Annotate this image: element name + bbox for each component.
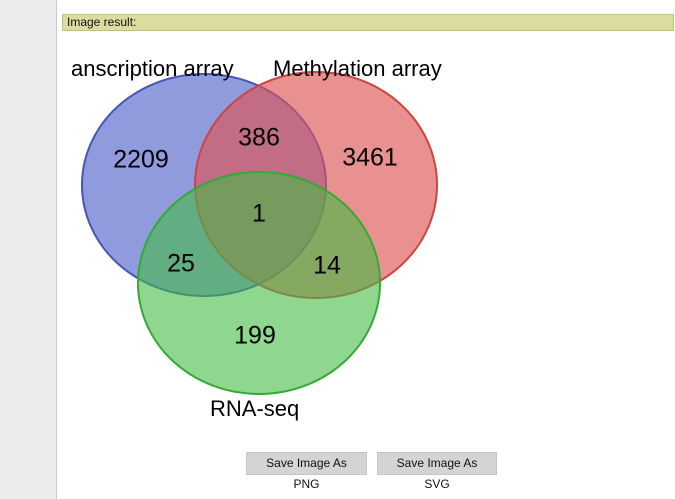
rna-seq-circle	[137, 171, 381, 395]
count-all-three: 1	[252, 199, 266, 228]
count-rnaseq-only: 199	[234, 321, 276, 350]
left-sidebar	[0, 0, 57, 499]
venn-diagram: anscription array Methylation array RNA-…	[60, 40, 480, 430]
save-image-svg-button[interactable]: Save Image As SVG	[377, 452, 497, 491]
set-label-transcription-array: anscription array	[71, 56, 234, 81]
count-transcription-methylation: 386	[238, 123, 280, 152]
count-transcription-only: 2209	[113, 145, 169, 174]
set-label-methylation-array: Methylation array	[273, 56, 442, 81]
save-image-png-button[interactable]: Save Image As PNG	[246, 452, 367, 491]
count-transcription-rnaseq: 25	[167, 249, 195, 278]
count-methylation-only: 3461	[342, 143, 398, 172]
image-result-header: Image result:	[62, 14, 674, 31]
count-methylation-rnaseq: 14	[313, 251, 341, 280]
set-label-rna-seq: RNA-seq	[210, 396, 300, 421]
venn-circles	[81, 71, 438, 395]
image-result-label: Image result:	[67, 15, 137, 29]
